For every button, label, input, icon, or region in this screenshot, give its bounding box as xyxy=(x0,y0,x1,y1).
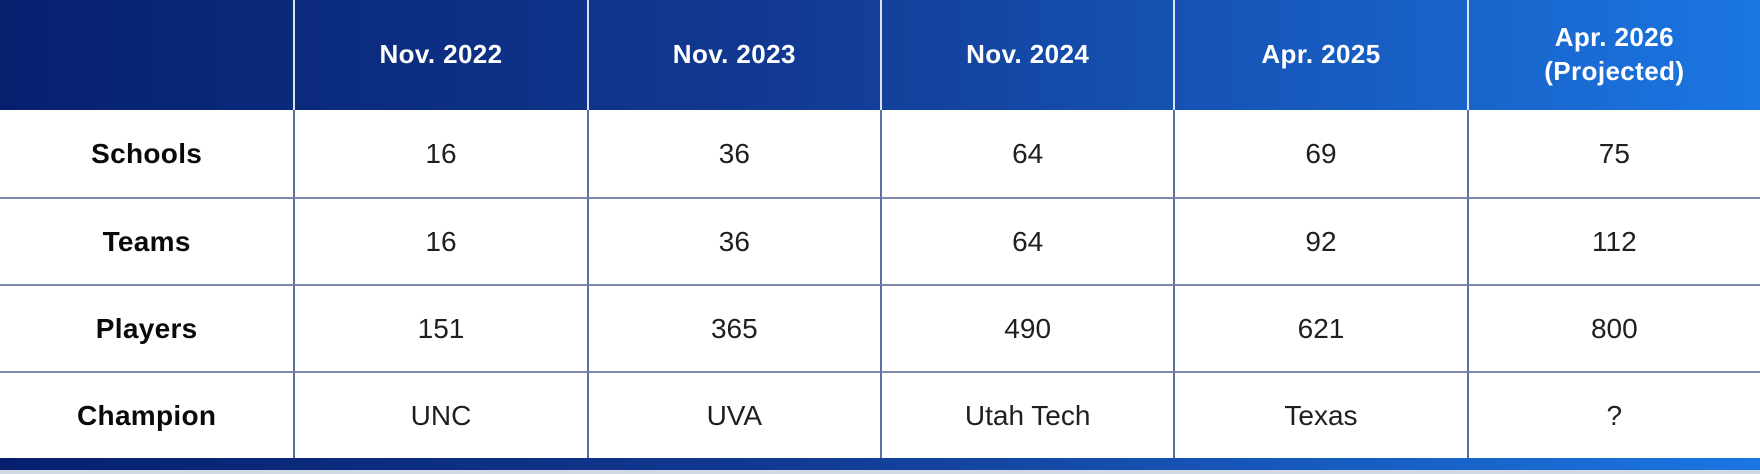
cell-schools-nov-2023: 36 xyxy=(586,110,880,197)
header-col-apr-2026: Apr. 2026 (Projected) xyxy=(1466,0,1760,110)
header-corner-cell xyxy=(0,0,293,110)
header-sublabel: (Projected) xyxy=(1544,56,1685,86)
header-label: Nov. 2024 xyxy=(966,39,1090,70)
cell-players-nov-2023: 365 xyxy=(586,284,880,371)
header-col-nov-2024: Nov. 2024 xyxy=(880,0,1173,110)
header-label: Nov. 2022 xyxy=(379,39,503,70)
cell-champion-apr-2026: ? xyxy=(1466,371,1760,458)
cell-players-nov-2024: 490 xyxy=(880,284,1174,371)
header-label: Nov. 2023 xyxy=(672,39,796,70)
row-label-teams: Teams xyxy=(0,197,294,284)
cell-teams-apr-2025: 92 xyxy=(1173,197,1467,284)
header-label: Apr. 2026 xyxy=(1554,22,1674,53)
cell-schools-apr-2025: 69 xyxy=(1173,110,1467,197)
row-label-champion: Champion xyxy=(0,371,294,458)
cell-teams-apr-2026: 112 xyxy=(1466,197,1760,284)
cell-champion-apr-2025: Texas xyxy=(1173,371,1467,458)
cell-champion-nov-2024: Utah Tech xyxy=(880,371,1174,458)
cell-players-apr-2026: 800 xyxy=(1466,284,1760,371)
cell-champion-nov-2023: UVA xyxy=(586,371,880,458)
header-col-apr-2025: Apr. 2025 xyxy=(1173,0,1466,110)
cell-schools-nov-2024: 64 xyxy=(880,110,1174,197)
bottom-accent-bar xyxy=(0,458,1760,470)
cell-champion-nov-2022: UNC xyxy=(293,371,587,458)
row-label-schools: Schools xyxy=(0,110,294,197)
cell-schools-apr-2026: 75 xyxy=(1466,110,1760,197)
cell-players-apr-2025: 621 xyxy=(1173,284,1467,371)
row-label-players: Players xyxy=(0,284,294,371)
bottom-strip xyxy=(0,470,1760,474)
header-col-nov-2023: Nov. 2023 xyxy=(586,0,880,110)
cell-teams-nov-2022: 16 xyxy=(293,197,587,284)
header-col-nov-2022: Nov. 2022 xyxy=(293,0,586,110)
cell-players-nov-2022: 151 xyxy=(293,284,587,371)
cell-teams-nov-2023: 36 xyxy=(586,197,880,284)
table-header-row: Nov. 2022 Nov. 2023 Nov. 2024 Apr. 2025 … xyxy=(0,0,1760,110)
table-body: Schools 16 36 64 69 75 Teams 16 36 64 92… xyxy=(0,110,1760,458)
header-label: Apr. 2025 xyxy=(1261,39,1381,70)
cell-schools-nov-2022: 16 xyxy=(293,110,587,197)
cell-teams-nov-2024: 64 xyxy=(880,197,1174,284)
